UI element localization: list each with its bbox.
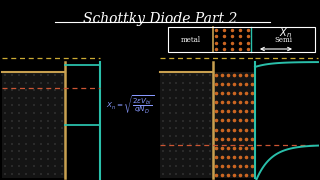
- Text: $X_n = \sqrt{\dfrac{2\epsilon V_{bi}}{qN_D}}$: $X_n = \sqrt{\dfrac{2\epsilon V_{bi}}{qN…: [106, 94, 154, 116]
- Bar: [160, 72, 213, 178]
- Text: metal: metal: [180, 35, 201, 44]
- Bar: [2, 72, 65, 178]
- Text: $X_n$: $X_n$: [278, 26, 292, 40]
- Bar: [213, 72, 255, 178]
- Bar: [168, 27, 315, 52]
- Text: Semi: Semi: [274, 35, 292, 44]
- Text: Schottky Diode Part 2: Schottky Diode Part 2: [83, 12, 237, 26]
